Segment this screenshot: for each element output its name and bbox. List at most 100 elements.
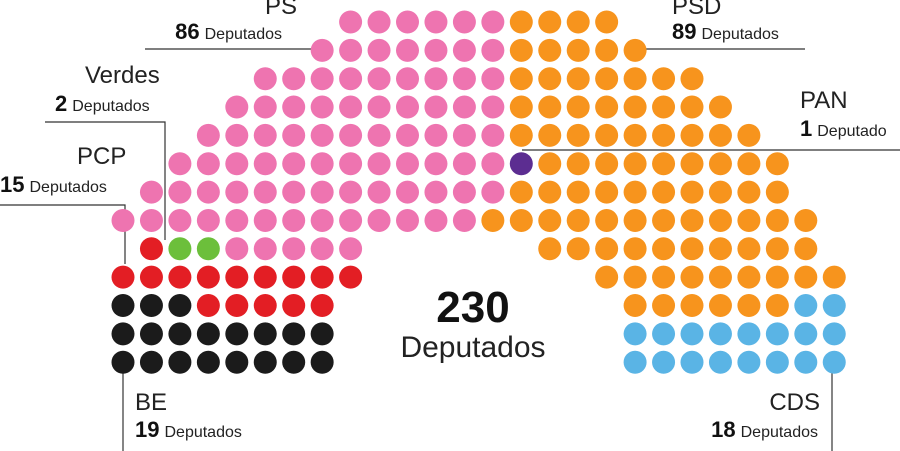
- seat: [794, 322, 818, 346]
- seat: [253, 208, 277, 232]
- party-name: Verdes: [85, 62, 160, 89]
- seat: [538, 67, 562, 91]
- seat: [765, 180, 789, 204]
- seat: [765, 294, 789, 317]
- seat: [652, 152, 676, 176]
- leader-lines: [0, 48, 900, 451]
- seat: [652, 265, 676, 289]
- seat: [396, 123, 419, 147]
- seat: [310, 237, 334, 261]
- seat: [367, 95, 391, 119]
- seats: [111, 10, 846, 374]
- seat: [282, 180, 306, 204]
- seat-count: 19: [135, 417, 159, 442]
- seat: [481, 67, 505, 91]
- seat: [623, 294, 647, 317]
- seat: [481, 123, 505, 147]
- seat: [253, 350, 277, 374]
- party-seats-label: 86 Deputados: [175, 19, 282, 44]
- seat: [680, 180, 704, 204]
- seat: [566, 10, 590, 34]
- seat: [225, 322, 249, 346]
- seat: [708, 152, 732, 176]
- party-seats-label: 18 Deputados: [711, 417, 818, 442]
- seat: [111, 265, 135, 289]
- seat: [708, 322, 732, 346]
- seat: [737, 294, 761, 317]
- seat: [339, 152, 363, 176]
- seat: [509, 180, 533, 204]
- seat: [822, 294, 846, 317]
- seat: [282, 152, 306, 176]
- seat: [481, 152, 505, 176]
- seat: [139, 322, 163, 346]
- seat: [253, 152, 277, 176]
- seat: [225, 95, 249, 119]
- seat: [623, 95, 647, 119]
- seat: [452, 38, 476, 62]
- seat: [424, 152, 448, 176]
- seat: [680, 294, 704, 317]
- seat-count: 15: [0, 172, 24, 197]
- seat: [538, 10, 562, 34]
- party-seats-label: 2 Deputados: [55, 91, 150, 116]
- seat: [168, 322, 192, 346]
- seat: [680, 208, 704, 232]
- seat: [196, 123, 220, 147]
- seat: [737, 322, 761, 346]
- seat: [481, 38, 505, 62]
- seat: [737, 350, 761, 374]
- seat: [396, 95, 419, 119]
- seat: [111, 350, 135, 374]
- seat: [396, 67, 419, 91]
- seat: [282, 294, 306, 317]
- seat: [225, 180, 249, 204]
- seat: [282, 237, 306, 261]
- seat: [481, 208, 505, 232]
- seat: [310, 265, 334, 289]
- seat: [765, 237, 789, 261]
- seat: [139, 237, 163, 261]
- seat: [339, 208, 363, 232]
- seat: [339, 265, 363, 289]
- seat: [253, 265, 277, 289]
- seat: [794, 350, 818, 374]
- seat: [822, 350, 846, 374]
- seat: [282, 67, 306, 91]
- seat: [509, 67, 533, 91]
- seat: [652, 95, 676, 119]
- seat: [765, 152, 789, 176]
- seat: [310, 180, 334, 204]
- leader-line: [0, 204, 126, 264]
- seat: [595, 67, 619, 91]
- seat: [595, 237, 619, 261]
- seat: [822, 265, 846, 289]
- seat: [111, 322, 135, 346]
- seat-count: 86: [175, 19, 199, 44]
- seat: [595, 152, 619, 176]
- seat: [310, 294, 334, 317]
- seat: [566, 152, 590, 176]
- seat: [310, 95, 334, 119]
- seat: [396, 152, 419, 176]
- seat: [168, 350, 192, 374]
- seat: [396, 180, 419, 204]
- seat: [652, 123, 676, 147]
- seat: [566, 208, 590, 232]
- seat: [339, 95, 363, 119]
- seat: [794, 208, 818, 232]
- seat: [481, 10, 505, 34]
- seat: [595, 123, 619, 147]
- seat: [794, 237, 818, 261]
- seat: [509, 10, 533, 34]
- seat: [794, 265, 818, 289]
- seat: [509, 38, 533, 62]
- seat: [310, 322, 334, 346]
- seat: [737, 123, 761, 147]
- seat: [481, 95, 505, 119]
- seat: [652, 294, 676, 317]
- seat: [225, 152, 249, 176]
- seat: [310, 152, 334, 176]
- party-name: CDS: [769, 389, 820, 416]
- seat: [253, 95, 277, 119]
